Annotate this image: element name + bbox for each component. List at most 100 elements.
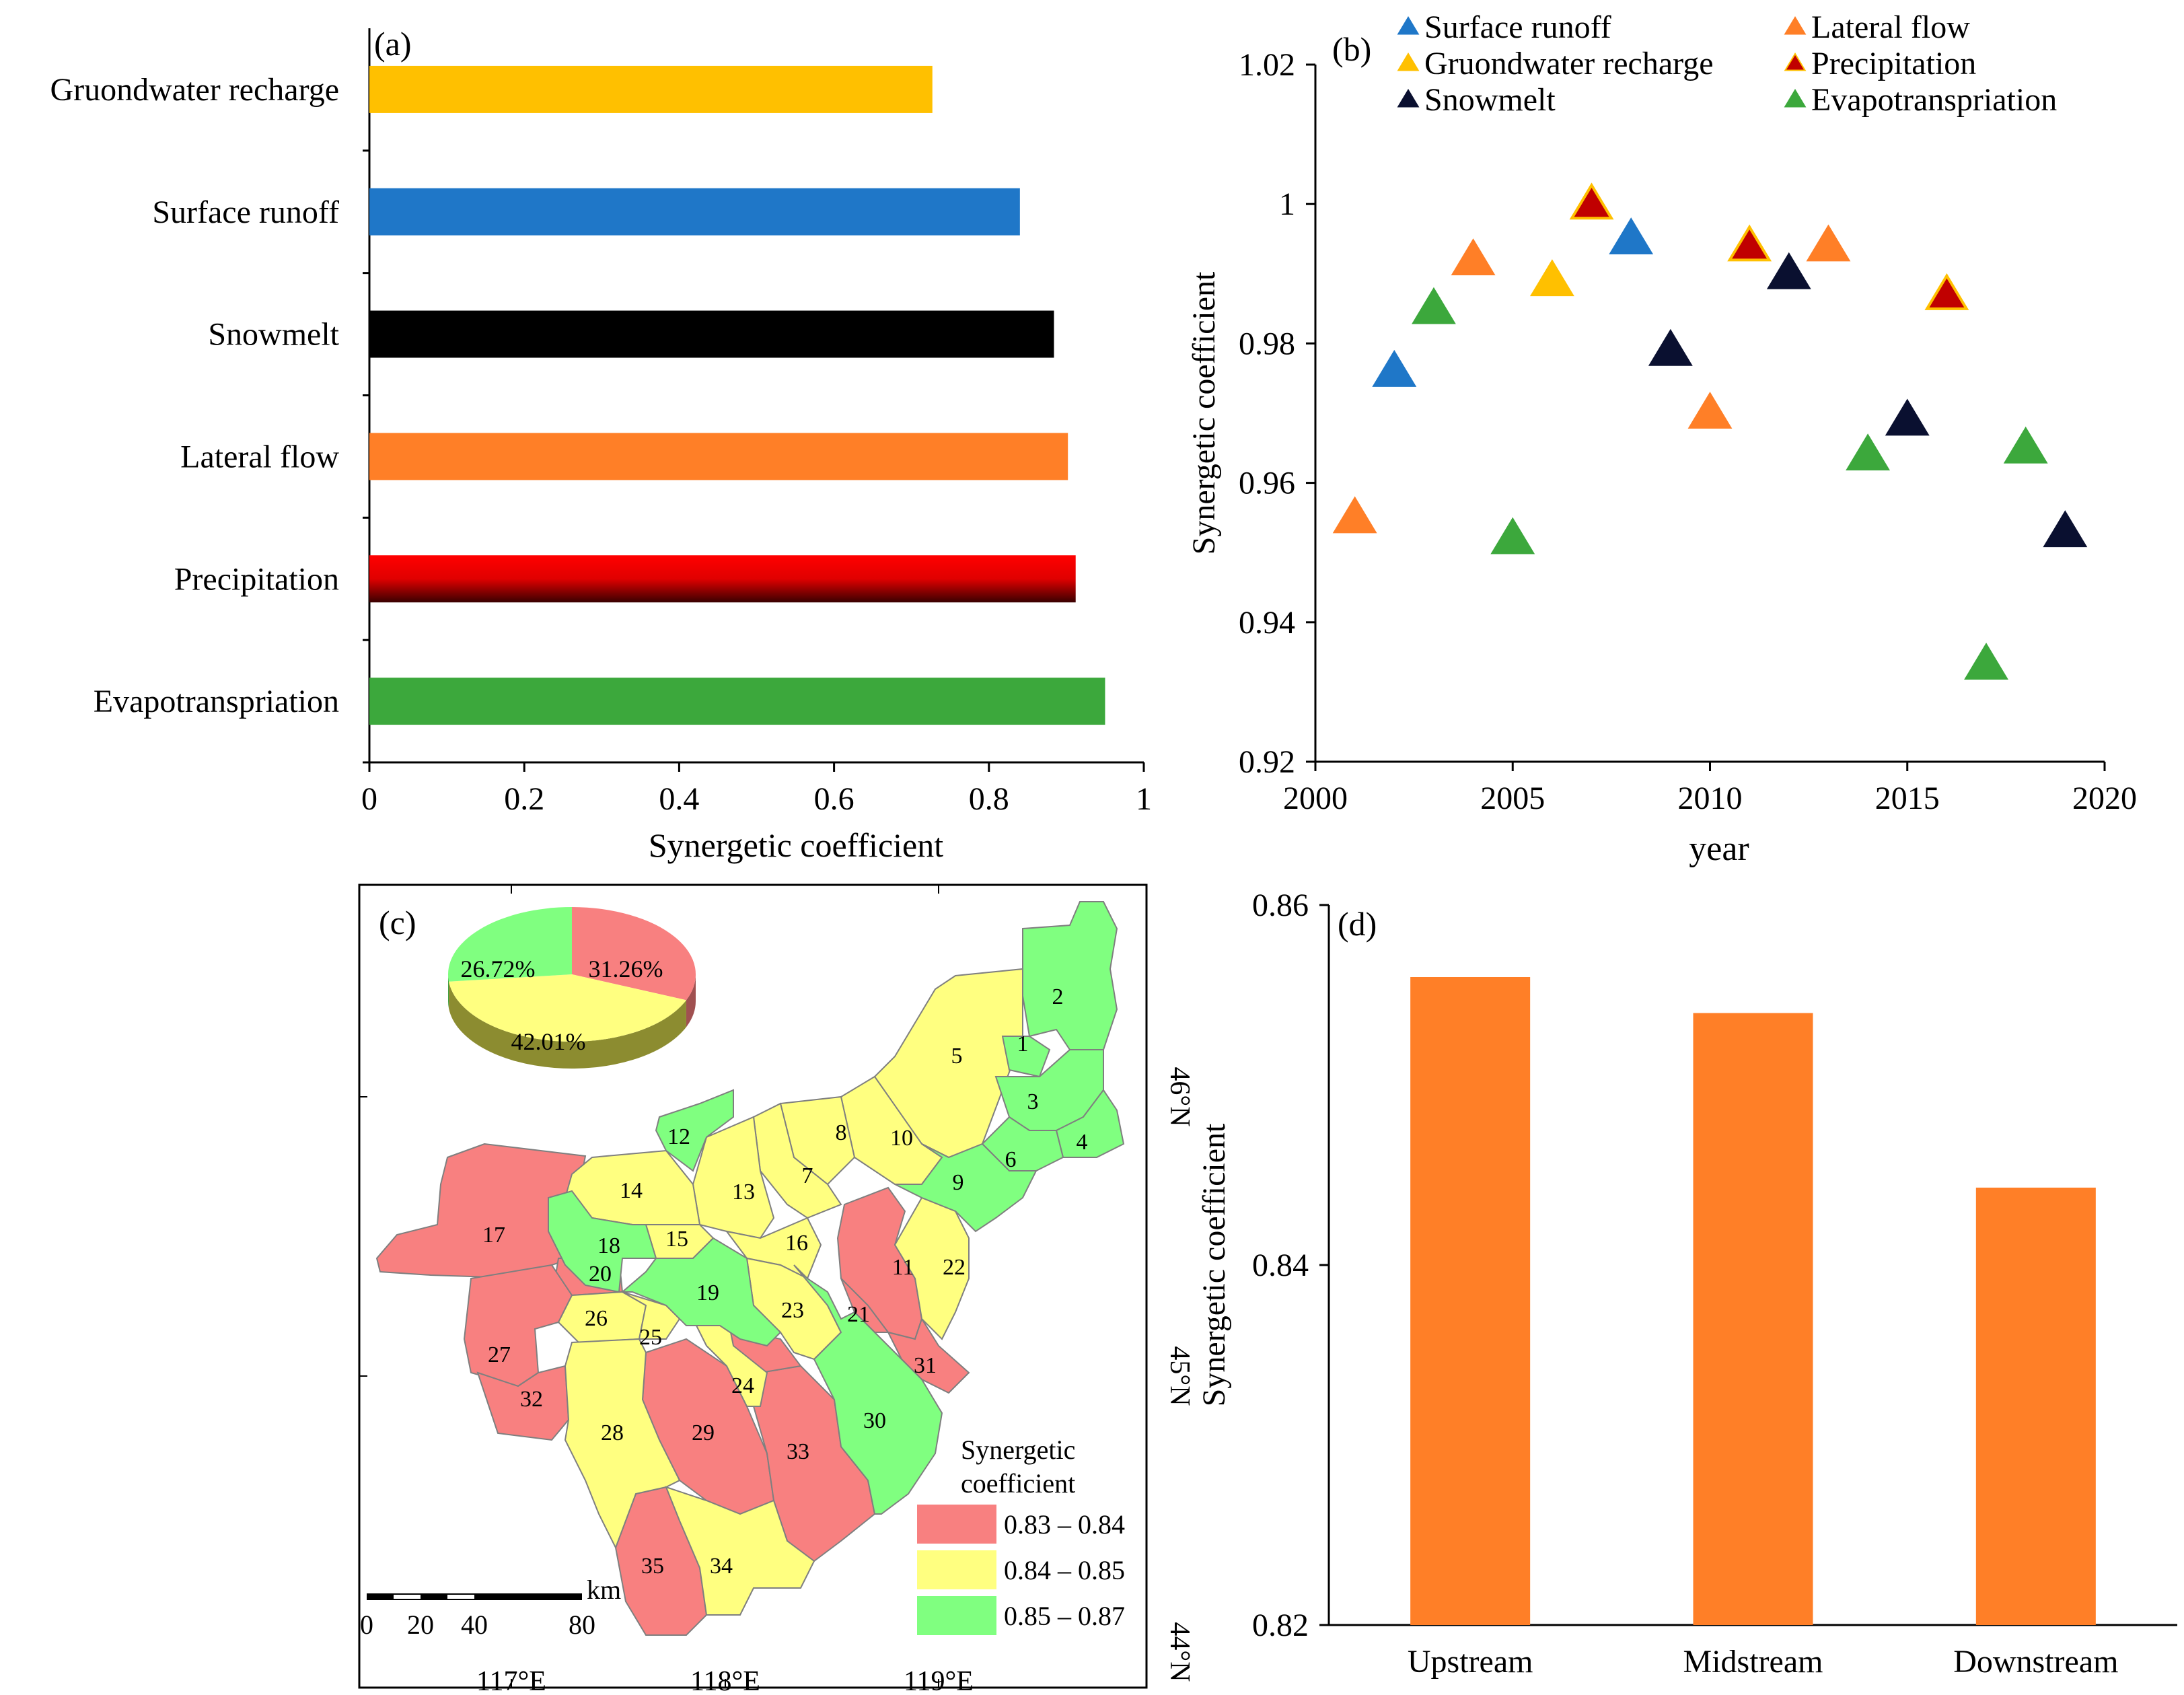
legend-label: Surface runoff (1424, 9, 1611, 45)
subbasin-label: 10 (890, 1126, 913, 1151)
map-legend-title: coefficient (961, 1468, 1075, 1499)
pie-side (448, 974, 449, 1009)
panel-a-bar-chart: (a) Gruondwater recharge Surface runoff Sn… (50, 25, 1152, 864)
subbasin-label: 34 (710, 1554, 733, 1579)
category-label: Lateral flow (180, 439, 339, 474)
panel-b-scatter-plot: (b) 2000 2005 2010 2015 2020 0.92 0.94 0.96 0.98… (1186, 9, 2137, 868)
bar-gruondwater-recharge (369, 65, 933, 113)
longitude-label: 118°E (690, 1666, 760, 1695)
point-snowmelt (1766, 252, 1811, 289)
x-tick-label: 0.6 (814, 781, 854, 817)
point-surface-runoff (1372, 349, 1417, 387)
point-evapotranspriation (2003, 426, 2048, 464)
panel-c-label: (c) (379, 904, 416, 941)
legend-label: Precipitation (1811, 46, 1976, 81)
legend-label: 0.85 – 0.87 (1004, 1601, 1125, 1631)
longitude-label: 119°E (904, 1666, 974, 1695)
point-precipitation (1569, 182, 1614, 220)
y-tick-label: 0.92 (1239, 744, 1295, 780)
point-lateral-flow (1687, 392, 1733, 429)
subbasin-label: 7 (802, 1163, 813, 1188)
subbasin-label: 20 (589, 1262, 612, 1287)
subbasin-19 (620, 1237, 782, 1347)
panel-d-bar-chart: (d) Upstream Midstream Downstream 0.82 0.84 0… (1196, 888, 2177, 1680)
y-tick-label: 0.94 (1239, 605, 1295, 641)
subbasin-label: 1 (1017, 1032, 1029, 1056)
legend-label: Snowmelt (1424, 82, 1556, 118)
pie-slice (447, 907, 572, 982)
subbasin-34 (665, 1486, 815, 1616)
bar-precipitation (369, 555, 1076, 603)
x-tick-label: Downstream (1953, 1644, 2118, 1680)
scale-tick-label: 40 (461, 1610, 488, 1640)
y-tick-label: 0.86 (1252, 888, 1309, 923)
panel-b-y-axis-title: Synergetic coefficient (1186, 271, 1222, 554)
point-evapotranspriation (1964, 643, 2008, 680)
subbasin-label: 8 (836, 1120, 847, 1145)
panel-d-label: (d) (1338, 905, 1377, 943)
subbasin-12 (655, 1089, 734, 1172)
legend-marker (1397, 16, 1420, 35)
point-evapotranspriation (1412, 287, 1456, 324)
subbasin-27 (463, 1264, 573, 1387)
point-lateral-flow (1806, 224, 1851, 262)
legend-marker (1397, 89, 1420, 108)
subbasin-labels: 1 2 3 4 5 6 7 8 9 10 11 12 13 14 15 16 1… (482, 984, 1088, 1579)
scale-tick-label: 20 (407, 1610, 434, 1640)
y-tick-label: 1 (1279, 186, 1295, 222)
x-tick-label: Upstream (1408, 1644, 1533, 1680)
pie-side (686, 974, 696, 1027)
x-tick-label: 2015 (1875, 781, 1940, 816)
x-tick-label: 2010 (1678, 781, 1743, 816)
x-tick-label: 0.4 (659, 781, 699, 817)
panel-d-y-axis-title: Synergetic coefficient (1196, 1123, 1232, 1406)
panel-c-map: (c) (358, 883, 1195, 1695)
legend-label: Lateral flow (1811, 9, 1970, 45)
subbasin-label: 13 (732, 1180, 755, 1204)
x-tick-label: Midstream (1683, 1644, 1823, 1680)
pie-label: 26.72% (461, 955, 536, 982)
pie-label: 31.26% (589, 955, 663, 982)
legend-marker (1397, 52, 1420, 71)
subbasin-21 (840, 1278, 889, 1333)
subbasin-label: 31 (914, 1353, 937, 1378)
subbasin-label: 24 (731, 1373, 754, 1398)
point-precipitation (1924, 273, 1969, 310)
point-precipitation (1727, 224, 1772, 262)
subbasin-label: 28 (601, 1420, 624, 1445)
panel-a-label: (a) (374, 25, 412, 63)
subbasin-label: 14 (620, 1178, 643, 1203)
latitude-label: 45°N (1164, 1346, 1195, 1406)
pie-slice (449, 974, 686, 1042)
x-tick-label: 0 (361, 781, 377, 817)
subbasin-label: 33 (787, 1439, 809, 1464)
longitude-label: 117°E (476, 1666, 546, 1695)
subbasin-label: 2 (1052, 984, 1064, 1009)
pie-slice (572, 907, 696, 1001)
pie-label: 42.01% (511, 1028, 586, 1055)
legend-marker (1784, 89, 1807, 108)
subbasin-label: 25 (639, 1325, 662, 1350)
scale-tick-label: 0 (360, 1610, 373, 1640)
category-label: Evapotranspriation (94, 684, 339, 719)
point-snowmelt (1885, 398, 1930, 436)
legend-label: Evapotranspriation (1811, 82, 2057, 118)
category-label: Snowmelt (208, 317, 339, 353)
x-tick-label: 0.2 (504, 781, 544, 817)
subbasin-label: 30 (863, 1408, 886, 1433)
point-lateral-flow (1332, 496, 1377, 534)
legend-label: 0.84 – 0.85 (1004, 1555, 1125, 1585)
y-tick-label: 0.98 (1239, 326, 1295, 361)
y-tick-label: 0.96 (1239, 466, 1295, 501)
scale-tick-label: 80 (569, 1610, 595, 1640)
x-tick-label: 2000 (1283, 781, 1348, 816)
legend-swatch (916, 1503, 998, 1545)
bar-downstream (1975, 1187, 2096, 1625)
subbasin-label: 32 (520, 1387, 543, 1412)
subbasin-label: 35 (641, 1554, 664, 1579)
subbasin-label: 9 (953, 1170, 964, 1195)
scale-bar: km 0 20 40 80 (360, 1575, 621, 1640)
point-evapotranspriation (1490, 517, 1535, 554)
subbasin-label: 12 (667, 1124, 690, 1149)
